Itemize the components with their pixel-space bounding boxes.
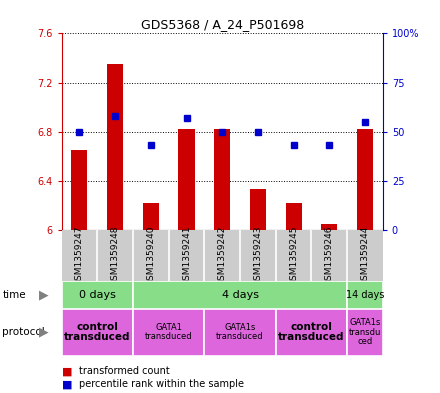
Text: GSM1359240: GSM1359240 bbox=[147, 225, 155, 286]
Text: GSM1359241: GSM1359241 bbox=[182, 225, 191, 286]
Title: GDS5368 / A_24_P501698: GDS5368 / A_24_P501698 bbox=[140, 18, 304, 31]
Text: GSM1359248: GSM1359248 bbox=[110, 225, 120, 286]
Bar bbox=[347, 309, 383, 356]
Bar bbox=[321, 224, 337, 230]
Text: ■: ■ bbox=[62, 379, 72, 389]
Text: GSM1359247: GSM1359247 bbox=[75, 225, 84, 286]
Bar bbox=[62, 309, 133, 356]
Text: transformed count: transformed count bbox=[79, 366, 170, 376]
Text: GSM1359246: GSM1359246 bbox=[325, 225, 334, 286]
Text: GSM1359242: GSM1359242 bbox=[218, 225, 227, 286]
Bar bbox=[204, 309, 276, 356]
Bar bbox=[179, 129, 194, 230]
Bar bbox=[71, 150, 88, 230]
Text: 0 days: 0 days bbox=[79, 290, 116, 300]
Text: GATA1
transduced: GATA1 transduced bbox=[145, 323, 192, 342]
Text: percentile rank within the sample: percentile rank within the sample bbox=[79, 379, 244, 389]
Text: control
transduced: control transduced bbox=[278, 322, 345, 342]
Text: ▶: ▶ bbox=[39, 288, 48, 301]
Text: GSM1359245: GSM1359245 bbox=[289, 225, 298, 286]
Bar bbox=[286, 203, 301, 230]
Text: ■: ■ bbox=[62, 366, 72, 376]
Bar bbox=[133, 309, 204, 356]
Bar bbox=[357, 129, 373, 230]
Bar bbox=[107, 64, 123, 230]
Text: control
transduced: control transduced bbox=[64, 322, 131, 342]
Bar bbox=[133, 281, 347, 309]
Text: GSM1359244: GSM1359244 bbox=[360, 225, 370, 286]
Bar bbox=[276, 309, 347, 356]
Text: GATA1s
transduced: GATA1s transduced bbox=[216, 323, 264, 342]
Text: ▶: ▶ bbox=[39, 325, 48, 339]
Text: GATA1s
transdu
ced: GATA1s transdu ced bbox=[349, 318, 381, 346]
Text: 4 days: 4 days bbox=[222, 290, 259, 300]
Bar bbox=[214, 129, 230, 230]
Text: GSM1359243: GSM1359243 bbox=[253, 225, 262, 286]
Bar bbox=[250, 189, 266, 230]
Text: 14 days: 14 days bbox=[346, 290, 384, 300]
Bar bbox=[347, 281, 383, 309]
Bar bbox=[143, 203, 159, 230]
Text: protocol: protocol bbox=[2, 327, 45, 337]
Bar bbox=[62, 281, 133, 309]
Text: time: time bbox=[2, 290, 26, 300]
